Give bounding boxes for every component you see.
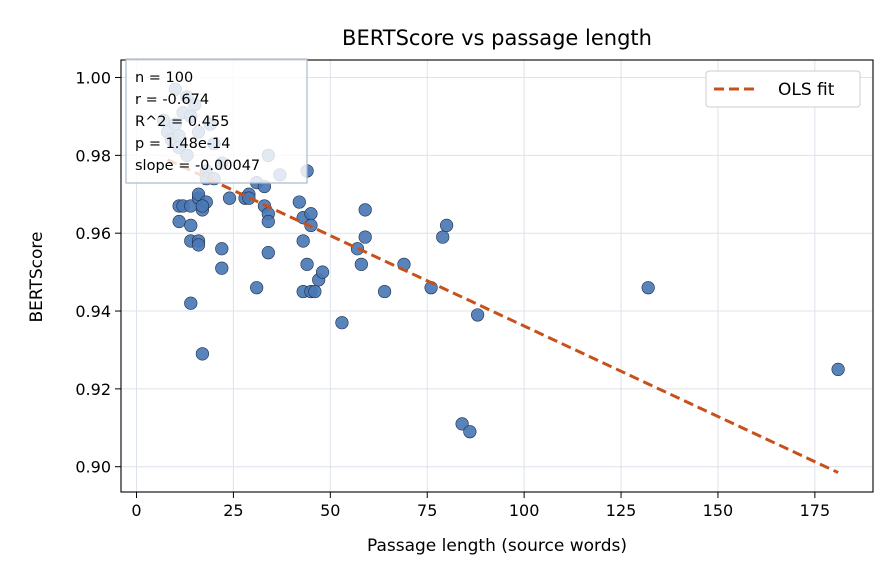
x-tick-label: 50 — [320, 501, 340, 520]
scatter-points — [157, 82, 845, 439]
y-tick-label: 1.00 — [75, 69, 111, 88]
ols-fit-line — [166, 158, 839, 474]
legend-fit-label: OLS fit — [778, 80, 835, 100]
data-point — [358, 230, 372, 244]
x-tick-label: 150 — [703, 501, 734, 520]
y-tick-label: 0.92 — [75, 380, 111, 399]
data-point — [184, 296, 198, 310]
chart-title: BERTScore vs passage length — [342, 26, 652, 50]
data-point — [315, 265, 330, 279]
stat-r-squared: R^2 = 0.455 — [135, 114, 229, 130]
y-tick-label: 0.98 — [75, 146, 111, 165]
data-point — [463, 425, 477, 439]
data-point — [300, 257, 314, 271]
y-tick-label: 0.90 — [75, 458, 111, 477]
data-point — [215, 261, 229, 275]
y-tick-label: 0.96 — [75, 224, 111, 243]
x-tick-label: 25 — [223, 501, 243, 520]
stats-box: n = 100 r = -0.674 R^2 = 0.455 p = 1.48e… — [125, 58, 308, 184]
y-axis-title: BERTScore — [27, 232, 47, 323]
data-point — [222, 191, 237, 205]
data-point — [184, 218, 198, 233]
stat-n: n = 100 — [135, 70, 193, 86]
data-point — [308, 284, 322, 299]
data-point — [191, 238, 206, 252]
data-point — [471, 308, 485, 322]
data-point — [261, 214, 275, 229]
data-point — [296, 234, 310, 248]
data-point — [215, 242, 229, 256]
x-tick-label: 175 — [800, 501, 831, 520]
data-point — [195, 199, 210, 213]
stat-slope: slope = -0.00047 — [135, 158, 260, 174]
legend-frame — [705, 70, 861, 108]
axis-ticks: 0 25 50 75 100 125 150 175 0.90 0.92 0.94 0.96 0.98 1… — [75, 69, 830, 520]
data-point — [261, 246, 275, 260]
fit-line-layer — [166, 158, 839, 474]
data-point — [250, 281, 264, 295]
data-point — [436, 230, 450, 244]
plot-frame — [120, 59, 874, 493]
stat-p-value: p = 1.48e-14 — [135, 136, 230, 152]
data-point — [172, 214, 186, 229]
x-tick-label: 0 — [131, 501, 141, 520]
data-point — [292, 195, 306, 209]
data-point — [641, 281, 655, 295]
data-point — [354, 257, 368, 271]
data-point — [831, 362, 845, 377]
stat-r: r = -0.674 — [135, 92, 209, 108]
x-axis-title: Passage length (source words) — [367, 536, 627, 556]
grid — [121, 60, 873, 492]
data-point — [350, 242, 365, 256]
data-point — [377, 284, 392, 299]
data-point — [335, 316, 349, 330]
data-point — [440, 218, 454, 233]
y-tick-label: 0.94 — [75, 302, 111, 321]
x-tick-label: 125 — [606, 501, 637, 520]
x-tick-label: 75 — [417, 501, 437, 520]
data-point — [358, 203, 372, 217]
x-tick-label: 100 — [509, 501, 540, 520]
data-point — [304, 207, 318, 221]
data-point — [195, 347, 210, 361]
legend: OLS fit — [705, 70, 861, 108]
stats-box-frame — [125, 58, 308, 184]
